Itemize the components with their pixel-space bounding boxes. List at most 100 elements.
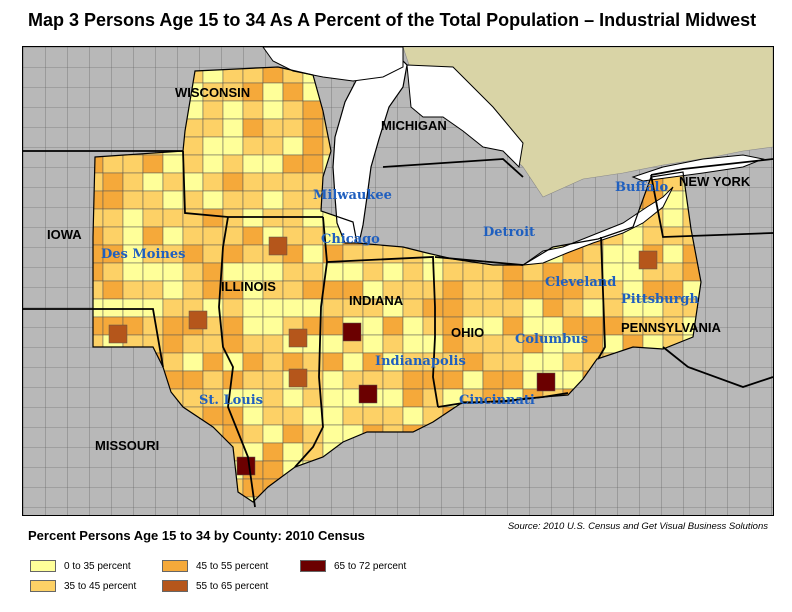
legend-label: 45 to 55 percent	[196, 560, 269, 572]
county-cell	[582, 244, 604, 264]
county-cell	[262, 334, 284, 354]
county-cell	[382, 316, 404, 336]
legend-item-35-45: 35 to 45 percent	[30, 579, 136, 593]
city-label-cincinnati: Cincinnati	[459, 393, 535, 408]
county-cell	[482, 280, 504, 300]
county-cell	[242, 190, 264, 210]
county-cell	[402, 370, 424, 390]
county-cell	[282, 352, 304, 372]
county-cell	[262, 352, 284, 372]
county-cell	[182, 226, 204, 246]
county-cell	[242, 172, 264, 192]
county-cell	[502, 352, 524, 372]
county-cell	[302, 244, 324, 264]
county-cell-high	[188, 310, 208, 330]
county-cell	[122, 280, 144, 300]
county-cell	[182, 172, 204, 192]
county-cell	[162, 226, 184, 246]
county-cell	[242, 208, 264, 228]
county-cell-high	[268, 236, 288, 256]
county-cell	[262, 136, 284, 156]
county-cell	[242, 316, 264, 336]
state-label-new-york: NEW YORK	[679, 174, 751, 189]
legend-item-45-55: 45 to 55 percent	[162, 559, 268, 573]
county-cell	[142, 316, 164, 336]
legend-label: 55 to 65 percent	[196, 580, 269, 592]
county-cell	[522, 280, 544, 300]
county-cell	[322, 370, 344, 390]
county-cell	[642, 226, 664, 246]
state-borders	[23, 150, 773, 508]
county-cell	[122, 172, 144, 192]
county-cell	[662, 208, 684, 228]
county-cell	[362, 262, 384, 282]
map-frame: WISCONSIN MICHIGAN NEW YORK IOWA ILLINOI…	[22, 46, 774, 516]
county-cell-high	[536, 372, 556, 392]
county-cell	[282, 172, 304, 192]
county-cell	[482, 334, 504, 354]
county-cell	[182, 244, 204, 264]
county-cell	[142, 262, 164, 282]
county-cell	[302, 208, 324, 228]
county-cell	[262, 208, 284, 228]
legend-item-0-35: 0 to 35 percent	[30, 559, 131, 573]
county-cell	[242, 244, 264, 264]
county-cell	[222, 172, 244, 192]
county-cell	[382, 388, 404, 408]
county-cell	[242, 298, 264, 318]
county-cell	[362, 406, 384, 426]
county-cell	[662, 244, 684, 264]
county-cell	[282, 442, 304, 462]
county-cell	[522, 352, 544, 372]
county-cell	[262, 100, 284, 120]
county-cell	[422, 388, 444, 408]
county-cell	[362, 334, 384, 354]
county-cell	[442, 370, 464, 390]
county-cell	[142, 298, 164, 318]
county-cell	[302, 136, 324, 156]
county-cell-high	[288, 368, 308, 388]
county-cell	[182, 136, 204, 156]
county-cell	[322, 280, 344, 300]
county-cell	[462, 352, 484, 372]
county-cell	[382, 244, 404, 264]
county-cell	[162, 334, 184, 354]
county-cell	[442, 262, 464, 282]
city-label-chicago: Chicago	[321, 232, 380, 247]
county-cell	[522, 262, 544, 282]
county-cell	[202, 154, 224, 174]
county-cell	[582, 298, 604, 318]
legend-title: Percent Persons Age 15 to 34 by County: …	[28, 528, 365, 543]
city-label-cleveland: Cleveland	[545, 275, 616, 290]
county-cell	[202, 370, 224, 390]
county-cell	[222, 100, 244, 120]
county-cell	[322, 298, 344, 318]
county-cell	[262, 172, 284, 192]
county-cell	[542, 352, 564, 372]
county-cell	[282, 154, 304, 174]
state-label-michigan: MICHIGAN	[381, 118, 447, 133]
county-cell	[162, 190, 184, 210]
county-cell	[602, 334, 624, 354]
county-cell	[262, 82, 284, 102]
county-cell	[182, 262, 204, 282]
state-label-illinois: ILLINOIS	[221, 279, 276, 294]
county-cell	[182, 334, 204, 354]
county-cell	[142, 208, 164, 228]
county-cell	[322, 424, 344, 444]
county-cell	[322, 388, 344, 408]
county-cell	[382, 334, 404, 354]
county-cell	[302, 226, 324, 246]
county-cell	[342, 262, 364, 282]
county-cell	[462, 262, 484, 282]
county-cell	[422, 298, 444, 318]
county-cell	[302, 262, 324, 282]
legend-swatch	[300, 560, 326, 572]
city-label-indianapolis: Indianapolis	[375, 354, 466, 369]
city-label-milwaukee: Milwaukee	[313, 188, 392, 203]
county-cell	[162, 280, 184, 300]
county-cell	[142, 280, 164, 300]
county-cell	[602, 298, 624, 318]
county-cell-high	[638, 250, 658, 270]
county-cell	[202, 208, 224, 228]
